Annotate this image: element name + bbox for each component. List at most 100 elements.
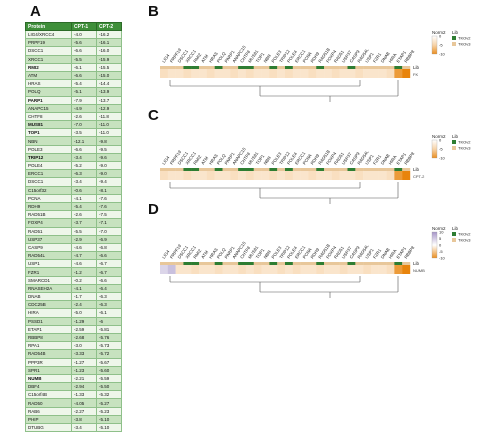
- library-cell: [316, 262, 325, 265]
- heat-cell: [300, 69, 309, 78]
- column-label: ATM: [200, 249, 209, 259]
- score-cell: -3.8: [71, 414, 97, 425]
- row-label-lib: Lib: [413, 167, 420, 172]
- library-cell: [206, 262, 215, 265]
- heat-cell: [245, 171, 254, 180]
- heat-cell: [347, 171, 356, 180]
- library-cell: [347, 66, 356, 69]
- heat-cell: [222, 69, 231, 78]
- library-cell: [402, 262, 411, 265]
- table-row: DTUBG -3.4 -5.10: [25, 422, 122, 432]
- library-cell: [292, 168, 301, 171]
- panel-label-b: B: [148, 3, 159, 20]
- legend-tick: 0: [439, 34, 442, 39]
- lib-legend-swatch: [452, 140, 456, 144]
- protein-name-cell: DTUBG: [25, 422, 72, 432]
- heat-cell: [324, 69, 333, 78]
- heat-cell: [339, 265, 348, 274]
- library-cell: [222, 168, 231, 171]
- heat-cell: [269, 265, 278, 274]
- score-cell: -5.23: [96, 406, 122, 416]
- heat-cell: [206, 69, 215, 78]
- library-cell: [214, 168, 223, 171]
- heat-cell: [214, 171, 223, 180]
- library-cell: [230, 262, 239, 265]
- library-cell: [292, 66, 301, 69]
- library-cell: [261, 66, 270, 69]
- library-cell: [183, 168, 192, 171]
- library-cell: [370, 168, 379, 171]
- lib-legend-swatch: [452, 232, 456, 236]
- heat-cell: [394, 69, 403, 78]
- heat-cell: [183, 265, 192, 274]
- heat-cell: [402, 171, 411, 180]
- heat-cell: [214, 265, 223, 274]
- row-label-lib: Lib: [413, 65, 420, 70]
- legend-tick: 10: [439, 230, 444, 235]
- heat-cell: [175, 265, 184, 274]
- legend-tick: -10: [439, 256, 446, 261]
- library-cell: [300, 168, 309, 171]
- lib-legend-label: TKOv3: [458, 238, 471, 243]
- library-cell: [347, 262, 356, 265]
- table-row: POLE4 -5.2 -9.0: [25, 160, 122, 171]
- table-row: LIG4/XRCC4 -4.0 -16.2: [25, 29, 122, 40]
- library-cell: [199, 168, 208, 171]
- heat-cell: [206, 265, 215, 274]
- legend-tick: -5: [439, 43, 443, 48]
- library-cell: [324, 262, 333, 265]
- library-cell: [355, 262, 364, 265]
- library-cell: [308, 66, 317, 69]
- library-cell: [378, 168, 387, 171]
- library-cell: [214, 66, 223, 69]
- heat-cell: [370, 265, 379, 274]
- table-row: NUMB -2.21 -5.59: [25, 373, 122, 384]
- heat-cell: [245, 69, 254, 78]
- heat-cell: [308, 69, 317, 78]
- heat-cell: [238, 265, 247, 274]
- column-label: ATM: [200, 53, 209, 63]
- column-label: TOP1: [255, 153, 266, 165]
- library-cell: [285, 66, 294, 69]
- legend-colorbar: [431, 139, 438, 159]
- heat-cell: [331, 69, 340, 78]
- heat-cell: [316, 265, 325, 274]
- heat-cell: [175, 171, 184, 180]
- heat-cell: [331, 171, 340, 180]
- heat-cell: [363, 171, 372, 180]
- panel-label-c: C: [148, 107, 159, 124]
- library-cell: [160, 262, 169, 265]
- library-cell: [300, 262, 309, 265]
- lib-legend-swatch: [452, 36, 456, 40]
- library-cell: [238, 262, 247, 265]
- library-cell: [245, 66, 254, 69]
- heat-cell: [370, 69, 379, 78]
- legend-title: Norm2: [432, 30, 446, 35]
- heat-cell: [324, 265, 333, 274]
- heat-cell: [285, 171, 294, 180]
- library-cell: [370, 262, 379, 265]
- score-cell: -5.10: [96, 414, 122, 425]
- library-cell: [370, 66, 379, 69]
- heat-cell: [199, 69, 208, 78]
- library-cell: [285, 262, 294, 265]
- heat-cell: [339, 171, 348, 180]
- library-cell: [363, 66, 372, 69]
- library-cell: [175, 262, 184, 265]
- heat-cell: [277, 265, 286, 274]
- heat-cell: [253, 69, 262, 78]
- library-cell: [285, 168, 294, 171]
- library-cell: [386, 66, 395, 69]
- library-cell: [199, 66, 208, 69]
- column-label: RDH9: [309, 153, 320, 166]
- heatmap-panel-c: LIG4PRPF19DSCC1XRCC1RMI2ATMHRASPOLQPARP1…: [160, 134, 471, 204]
- column-label: RDH9: [309, 247, 320, 260]
- library-cell: [339, 262, 348, 265]
- library-cell: [191, 168, 200, 171]
- heat-cell: [386, 265, 395, 274]
- heat-cell: [402, 69, 411, 78]
- column-label: DNAB: [380, 247, 391, 260]
- lib-legend-label: TKOv2: [458, 232, 471, 237]
- library-cell: [253, 262, 262, 265]
- library-cell: [355, 66, 364, 69]
